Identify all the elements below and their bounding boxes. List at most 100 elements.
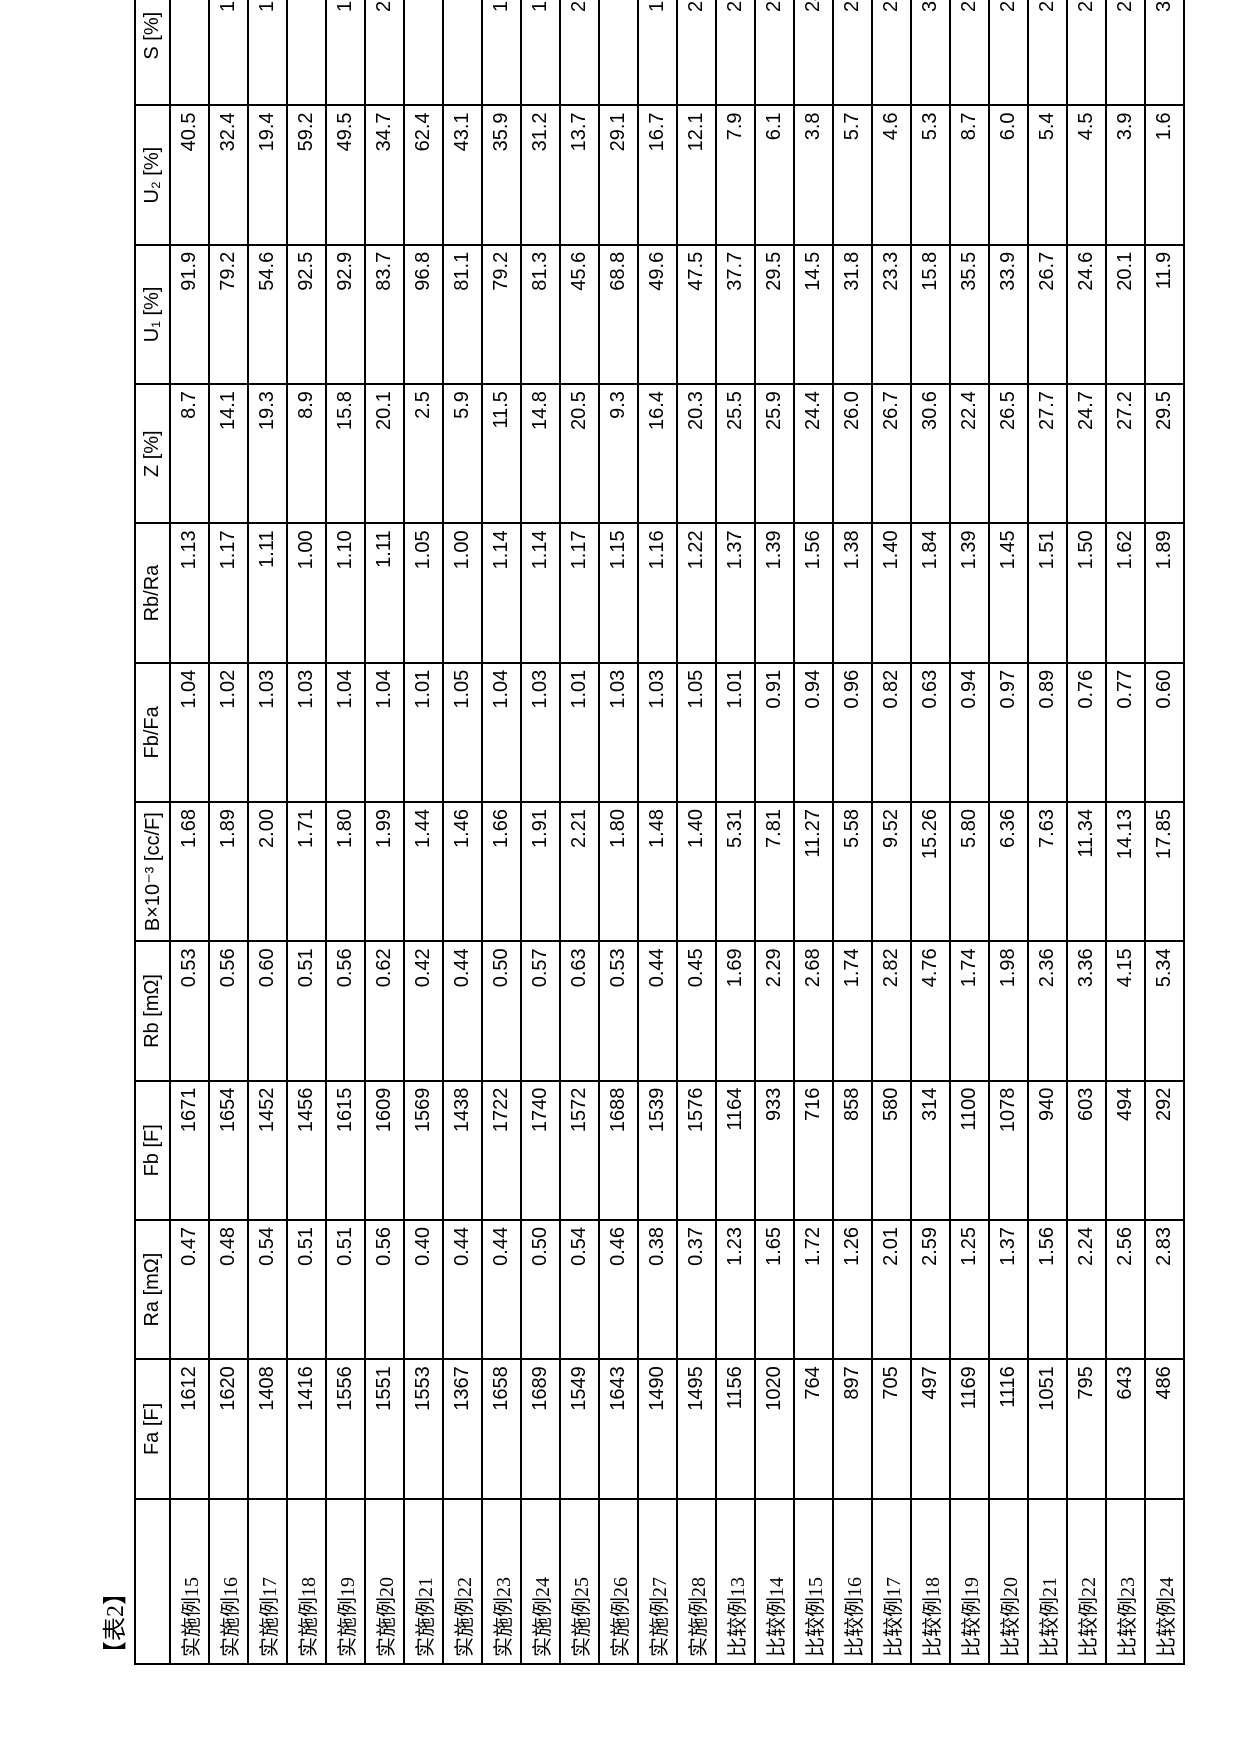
cell: 1.04 (170, 663, 209, 802)
cell: 43.1 (443, 105, 482, 244)
cell: 1408 (248, 1359, 287, 1498)
col-header: Ra [mΩ] (135, 1220, 170, 1359)
cell: 96.8 (404, 245, 443, 384)
row-label: 实施例22 (443, 1499, 482, 1664)
cell: 2.68 (794, 941, 833, 1080)
cell: 1615 (326, 1081, 365, 1220)
cell: 795 (1067, 1359, 1106, 1498)
table-row: 实施例1915560.5116150.561.801.041.1015.892.… (326, 0, 365, 1664)
cell: 1.89 (209, 802, 248, 941)
cell: 11.5 (482, 384, 521, 523)
cell: 7.9 (716, 105, 755, 244)
cell: 1654 (209, 1081, 248, 1220)
cell: 1689 (521, 1359, 560, 1498)
cell: 83.7 (365, 245, 404, 384)
cell: 25.9 (755, 384, 794, 523)
cell: 9.52 (872, 802, 911, 941)
row-label: 实施例26 (599, 1499, 638, 1664)
cell: 23.1 (950, 0, 989, 105)
cell: 16.4 (638, 384, 677, 523)
cell: 1671 (170, 1081, 209, 1220)
cell: 1.04 (365, 663, 404, 802)
cell: 20.3 (677, 384, 716, 523)
cell: 27.3 (716, 0, 755, 105)
cell: 0.47 (170, 1220, 209, 1359)
table-row: 实施例2416890.5017400.571.911.031.1414.881.… (521, 0, 560, 1664)
cell: 1.38 (833, 523, 872, 662)
row-label: 比较例16 (833, 1499, 872, 1664)
cell: 0.56 (209, 941, 248, 1080)
cell: 21.1 (365, 0, 404, 105)
cell: 24.7 (1067, 384, 1106, 523)
cell: 1740 (521, 1081, 560, 1220)
cell: 7.63 (1028, 802, 1067, 941)
cell: 0.50 (521, 1220, 560, 1359)
cell: 1.13 (170, 523, 209, 662)
cell: 92.5 (287, 245, 326, 384)
cell: 1643 (599, 1359, 638, 1498)
table-row: 比较例1410201.659332.297.810.911.3925.929.5… (755, 0, 794, 1664)
cell: 1722 (482, 1081, 521, 1220)
cell: 31.8 (911, 0, 950, 105)
cell: 1.56 (1028, 1220, 1067, 1359)
cell: 26.7 (1028, 245, 1067, 384)
row-label: 实施例23 (482, 1499, 521, 1664)
cell: 1.11 (248, 523, 287, 662)
cell: 0.91 (755, 663, 794, 802)
cell: 0.76 (1067, 663, 1106, 802)
row-label: 比较例17 (872, 1499, 911, 1664)
cell: 1.84 (911, 523, 950, 662)
cell: 62.4 (404, 105, 443, 244)
cell: 16.7 (638, 105, 677, 244)
cell: 0.56 (326, 941, 365, 1080)
cell: 31.8 (833, 245, 872, 384)
cell: 27.5 (755, 0, 794, 105)
row-label: 实施例19 (326, 1499, 365, 1664)
cell: 25.7 (1067, 0, 1106, 105)
cell: 49.6 (638, 245, 677, 384)
cell: 6.36 (989, 802, 1028, 941)
cell: 0.40 (404, 1220, 443, 1359)
cell: 1.11 (365, 523, 404, 662)
cell: 0.51 (326, 1220, 365, 1359)
table-row: 比较例1911691.2511001.745.800.941.3922.435.… (950, 0, 989, 1664)
cell: 21.3 (677, 0, 716, 105)
cell: 1495 (677, 1359, 716, 1498)
cell: 1.22 (677, 523, 716, 662)
cell: 91.9 (170, 245, 209, 384)
cell: 1553 (404, 1359, 443, 1498)
cell: 1.03 (521, 663, 560, 802)
cell: 0.63 (911, 663, 950, 802)
cell: 59.2 (287, 105, 326, 244)
cell: 5.34 (1145, 941, 1184, 1080)
cell: 2.29 (755, 941, 794, 1080)
cell: 1609 (365, 1081, 404, 1220)
cell: 1.01 (716, 663, 755, 802)
cell: 5.31 (716, 802, 755, 941)
cell: 15.1 (209, 0, 248, 105)
cell: 1.45 (989, 523, 1028, 662)
cell: 580 (872, 1081, 911, 1220)
cell: 0.44 (443, 941, 482, 1080)
cell: 1.6 (1145, 105, 1184, 244)
cell: 5.7 (833, 105, 872, 244)
cell: 5.9 (443, 384, 482, 523)
cell: 1.68 (170, 802, 209, 941)
cell: 30.6 (911, 384, 950, 523)
cell: 2.6 (404, 0, 443, 105)
cell: 49.5 (326, 105, 365, 244)
row-label: 比较例18 (911, 1499, 950, 1664)
cell: 1.39 (950, 523, 989, 662)
table-row: 比较例168971.268581.745.580.961.3826.031.85… (833, 0, 872, 1664)
table-row: 比较例157641.727162.6811.270.941.5624.414.5… (794, 0, 833, 1664)
cell: 24.4 (794, 0, 833, 105)
cell: 14.8 (521, 384, 560, 523)
cell: 494 (1106, 1081, 1145, 1220)
cell: 25.5 (716, 384, 755, 523)
table-row: 比较例1311561.2311641.695.311.011.3725.537.… (716, 0, 755, 1664)
cell: 0.51 (287, 941, 326, 1080)
cell: 0.44 (482, 1220, 521, 1359)
cell: 1367 (443, 1359, 482, 1498)
cell: 0.94 (794, 663, 833, 802)
cell: 0.54 (248, 1220, 287, 1359)
